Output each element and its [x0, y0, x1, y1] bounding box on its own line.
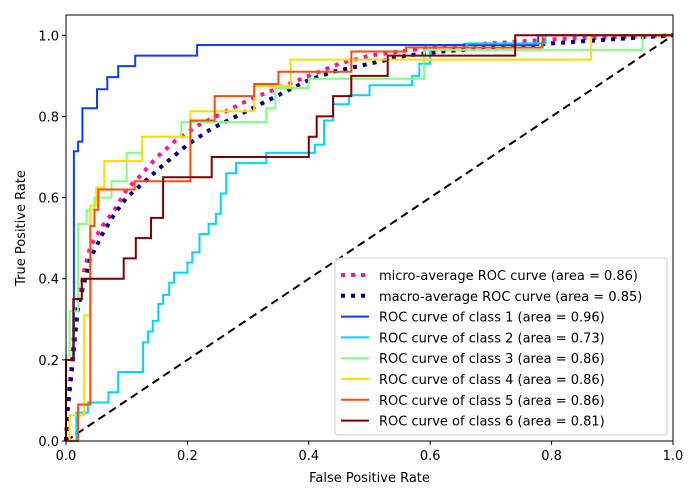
x-tick-label: 0.8 [541, 449, 562, 464]
x-tick-label: 0.4 [298, 449, 319, 464]
series-line-3 [65, 34, 673, 441]
series-line-4 [66, 34, 673, 442]
y-tick-label: 1.0 [38, 29, 59, 44]
legend: micro-average ROC curve (area = 0.86) mac… [334, 257, 668, 436]
y-axis-label: True Positive Rate [14, 170, 29, 287]
y-tick-label: 0.6 [38, 192, 59, 207]
series-line-8 [65, 34, 673, 441]
y-tick-label: 0.0 [38, 435, 59, 450]
legend-label-4: ROC curve of class 2 (area = 0.73) [379, 331, 605, 346]
y-tick-label: 0.2 [38, 354, 59, 369]
x-axis-label: False Positive Rate [309, 471, 430, 486]
legend-label-1: micro-average ROC curve (area = 0.86) [379, 269, 638, 284]
curves-layer [64, 33, 674, 442]
legend-label-5: ROC curve of class 3 (area = 0.86) [379, 352, 605, 367]
series-line-7 [66, 34, 673, 442]
legend-box [334, 257, 668, 436]
legend-label-6: ROC curve of class 4 (area = 0.86) [379, 373, 605, 388]
x-tick-label: 0.2 [177, 449, 198, 464]
legend-label-3: ROC curve of class 1 (area = 0.96) [379, 311, 605, 326]
legend-label-7: ROC curve of class 5 (area = 0.86) [379, 394, 605, 409]
y-tick-label: 0.8 [38, 110, 59, 125]
x-tick-label: 0.0 [56, 449, 77, 464]
plot-frame [65, 14, 674, 442]
legend-label-2: macro-average ROC curve (area = 0.85) [379, 290, 642, 305]
x-tick-label: 0.6 [420, 449, 441, 464]
x-tick-label: 1.0 [663, 449, 684, 464]
x-axis: 0.0 0.2 0.4 0.6 0.8 1.0 [56, 441, 684, 464]
y-axis: 0.0 0.2 0.4 0.6 0.8 1.0 [38, 29, 66, 450]
legend-label-8: ROC curve of class 6 (area = 0.81) [379, 415, 605, 430]
series-line-2 [64, 33, 674, 442]
y-tick-label: 0.4 [38, 273, 59, 288]
chance-line [65, 34, 674, 442]
